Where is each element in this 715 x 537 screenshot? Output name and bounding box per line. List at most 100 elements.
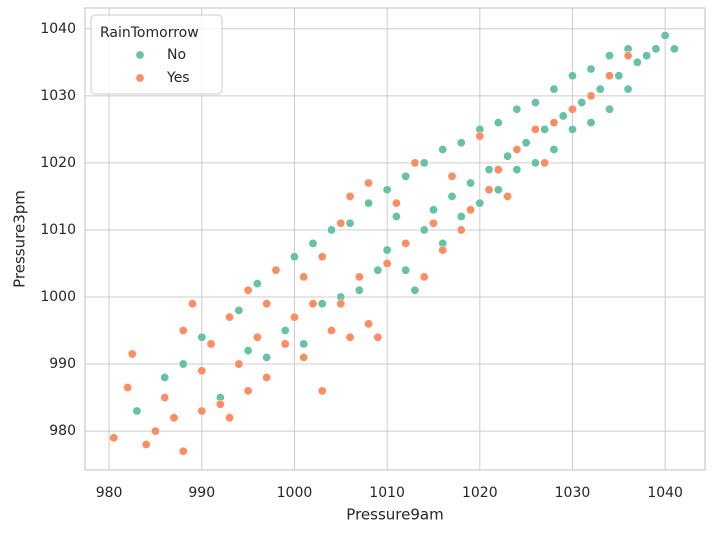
x-tick-label: 1020: [462, 485, 498, 501]
point: [197, 406, 207, 416]
point: [447, 191, 457, 201]
point: [160, 372, 170, 382]
point: [438, 144, 448, 154]
point: [410, 285, 420, 295]
point: [605, 71, 615, 81]
point: [456, 225, 466, 235]
point: [586, 118, 596, 128]
point: [345, 191, 355, 201]
point: [197, 366, 207, 376]
point: [493, 185, 503, 195]
x-tick-label: 1030: [555, 485, 591, 501]
point: [651, 44, 661, 54]
point: [178, 446, 188, 456]
point: [549, 144, 559, 154]
point: [317, 252, 327, 262]
point: [586, 64, 596, 74]
point: [178, 326, 188, 336]
point: [336, 218, 346, 228]
point: [456, 212, 466, 222]
point: [141, 440, 151, 450]
point: [660, 30, 670, 40]
point: [354, 285, 364, 295]
point: [289, 312, 299, 322]
point: [401, 265, 411, 275]
point: [605, 104, 615, 114]
point: [280, 326, 290, 336]
point: [382, 258, 392, 268]
y-tick-label: 980: [49, 423, 76, 439]
point: [188, 299, 198, 309]
point: [280, 339, 290, 349]
point: [132, 406, 142, 416]
point: [567, 71, 577, 81]
x-axis-label: Pressure9am: [346, 506, 443, 524]
point: [364, 198, 374, 208]
point: [521, 138, 531, 148]
point: [391, 212, 401, 222]
point: [512, 104, 522, 114]
point: [299, 272, 309, 282]
point: [160, 393, 170, 403]
point: [299, 352, 309, 362]
legend-marker: [135, 73, 145, 83]
point: [169, 413, 179, 423]
point: [623, 84, 633, 94]
point: [530, 124, 540, 134]
point: [354, 272, 364, 282]
point: [382, 245, 392, 255]
point: [109, 433, 119, 443]
point: [317, 386, 327, 396]
legend-label: Yes: [166, 70, 190, 86]
point: [150, 426, 160, 436]
y-tick-label: 1030: [40, 88, 76, 104]
point: [447, 171, 457, 181]
point: [262, 372, 272, 382]
point: [503, 191, 513, 201]
point: [595, 84, 605, 94]
point: [530, 158, 540, 168]
point: [549, 84, 559, 94]
point: [243, 386, 253, 396]
point: [512, 165, 522, 175]
point: [127, 349, 137, 359]
point: [225, 312, 235, 322]
point: [364, 178, 374, 188]
point: [549, 118, 559, 128]
point: [642, 51, 652, 61]
point: [243, 285, 253, 295]
point: [438, 245, 448, 255]
point: [475, 131, 485, 141]
point: [262, 352, 272, 362]
point: [197, 332, 207, 342]
point: [401, 238, 411, 248]
y-tick-label: 1040: [40, 21, 76, 37]
legend-title: RainTomorrow: [100, 25, 199, 41]
point: [530, 98, 540, 108]
x-tick-label: 1010: [369, 485, 405, 501]
point: [456, 138, 466, 148]
x-tick-label: 1000: [277, 485, 313, 501]
point: [586, 91, 596, 101]
point: [669, 44, 679, 54]
point: [503, 151, 513, 161]
x-tick-label: 980: [96, 485, 123, 501]
point: [327, 225, 337, 235]
point: [484, 165, 494, 175]
point: [317, 299, 327, 309]
point: [614, 71, 624, 81]
point: [567, 104, 577, 114]
point: [308, 238, 318, 248]
point: [401, 171, 411, 181]
points: [109, 30, 679, 456]
y-tick-label: 1000: [40, 289, 76, 305]
point: [493, 118, 503, 128]
point: [234, 359, 244, 369]
point: [308, 299, 318, 309]
point: [299, 339, 309, 349]
point: [419, 225, 429, 235]
point: [327, 326, 337, 336]
point: [428, 205, 438, 215]
point: [336, 299, 346, 309]
point: [632, 57, 642, 67]
